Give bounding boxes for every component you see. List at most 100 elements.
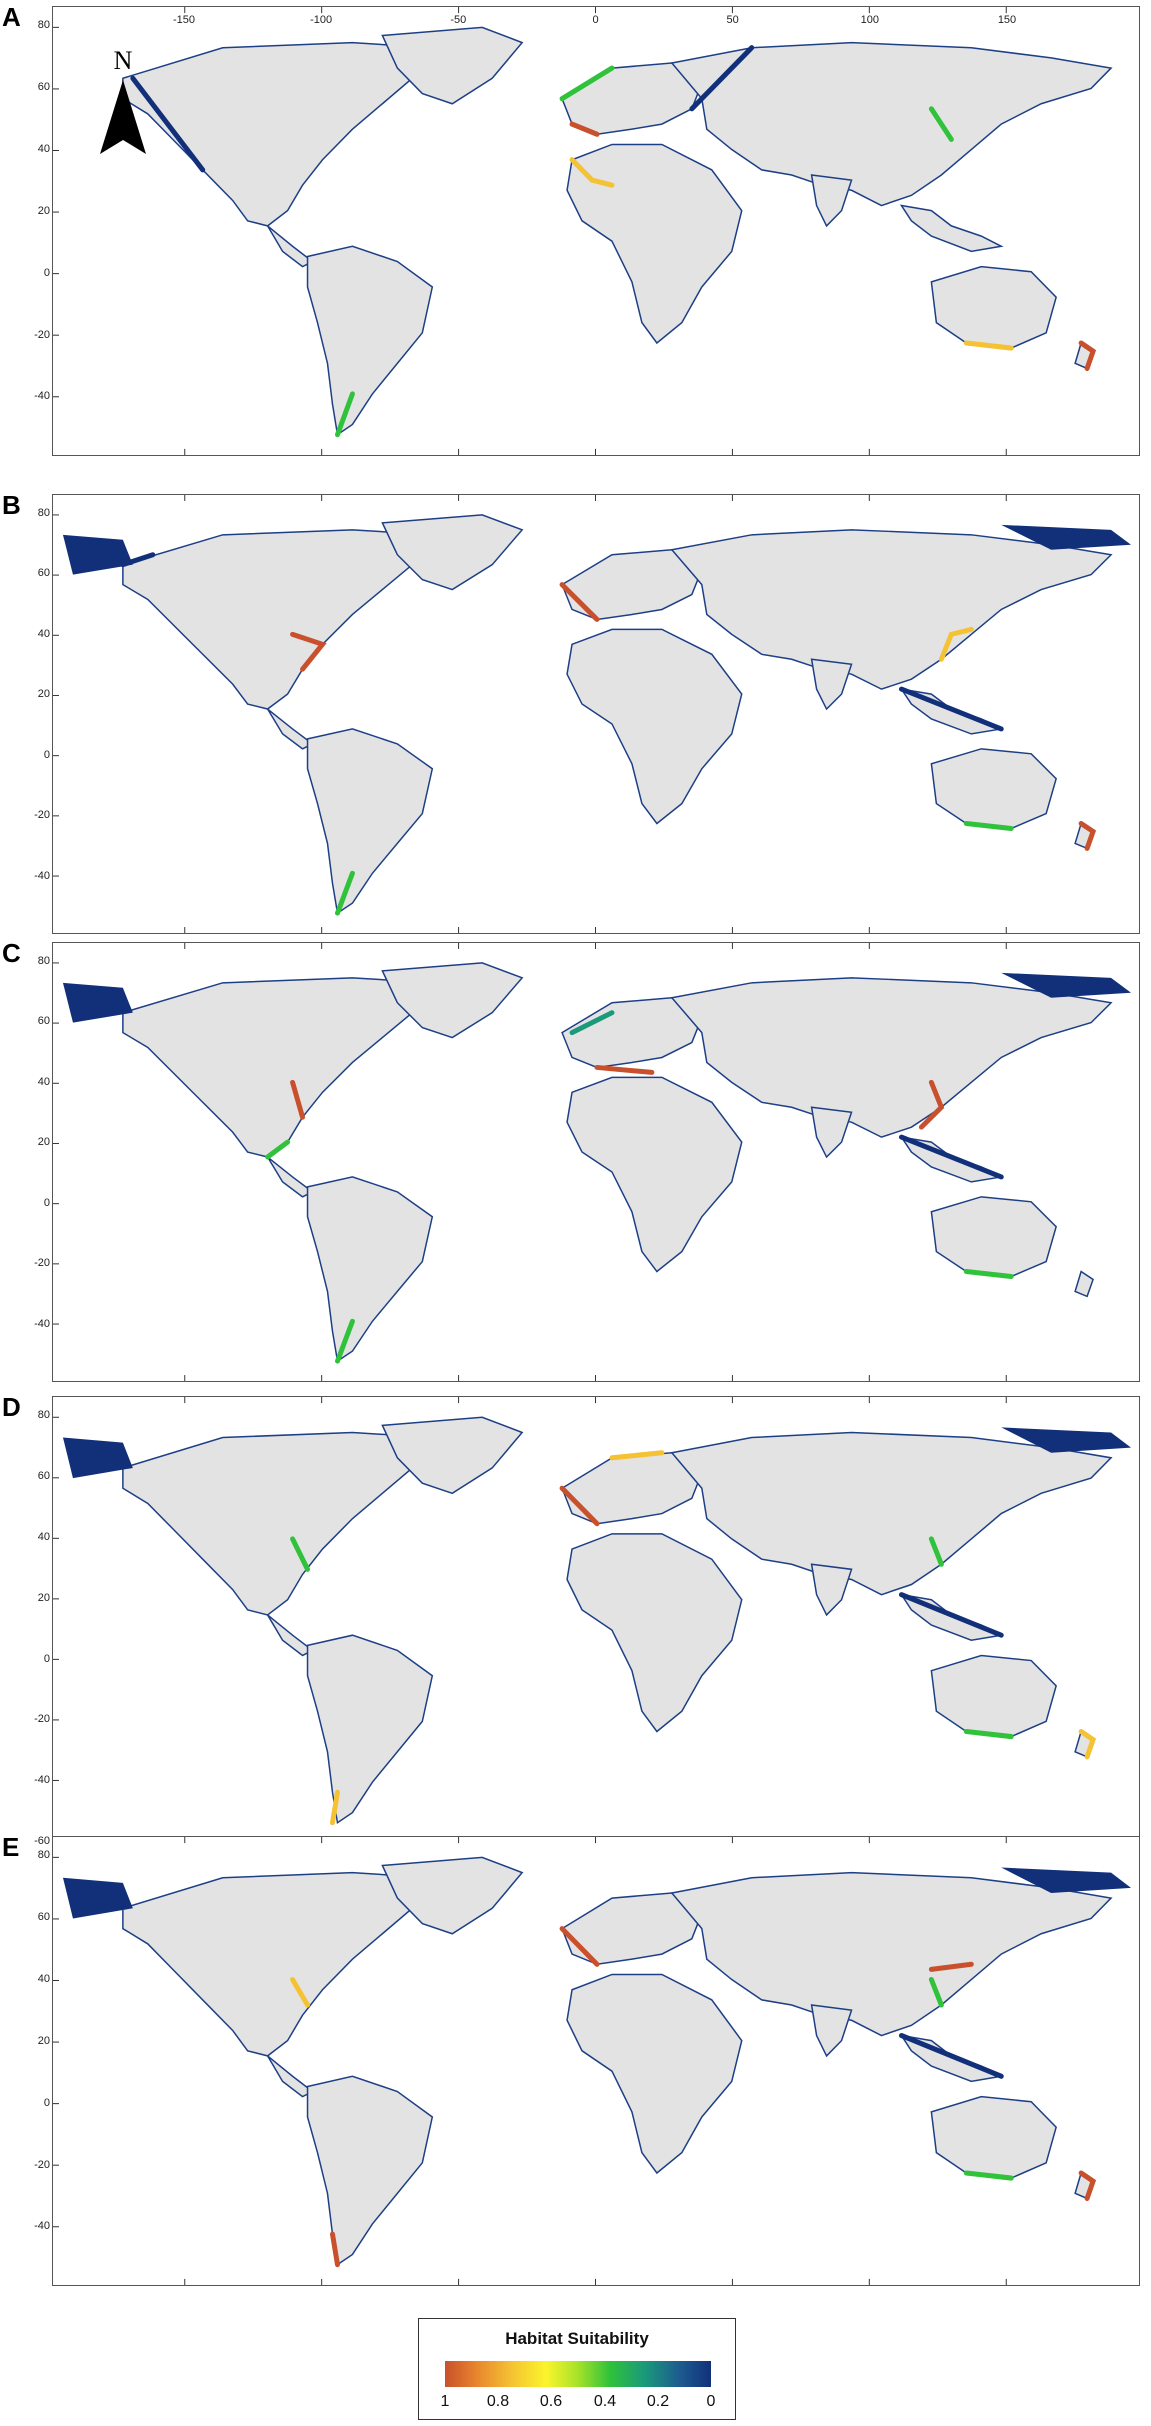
coastal-suitability [689, 45, 755, 112]
coastal-suitability [120, 552, 156, 568]
coastal-suitability [1078, 2170, 1097, 2201]
land-mass [381, 26, 524, 105]
lat-tick-label: 0 [43, 1652, 50, 1665]
lon-tick-label: 100 [860, 14, 879, 26]
coastal-suitability [1078, 821, 1097, 851]
coastal-suitability [898, 1592, 1004, 1638]
suitability-region [1001, 972, 1132, 998]
lat-tick-label: 80 [37, 19, 50, 32]
lon-tick-label: -50 [450, 14, 467, 26]
land-mass [810, 658, 853, 711]
legend-title: Habitat Suitability [505, 2329, 649, 2348]
land-mass [306, 1634, 434, 1825]
land-mass [266, 1156, 314, 1198]
land-mass [930, 265, 1057, 349]
coastal-suitability [265, 1139, 291, 1160]
land-mass [561, 996, 703, 1069]
lat-tick-label: -20 [34, 809, 50, 822]
land-mass [122, 1431, 434, 1616]
coastal-suitability [594, 1064, 655, 1075]
lat-tick-label: 80 [37, 1849, 50, 1862]
lat-tick-label: 60 [37, 567, 50, 580]
lat-tick-label: 0 [43, 2096, 50, 2109]
lat-tick-label: 0 [43, 1196, 50, 1209]
lat-tick-label: 20 [37, 1591, 50, 1604]
lat-tick-label: -60 [34, 1834, 50, 1847]
lon-tick-label: -150 [172, 14, 196, 26]
lat-tick-label: 60 [37, 1470, 50, 1483]
land-mass [810, 174, 853, 228]
coastal-suitability [290, 631, 327, 672]
land-mass [306, 2075, 434, 2266]
world-map [53, 7, 1113, 455]
coastal-suitability [928, 1977, 944, 2008]
suitability-region [1001, 1427, 1132, 1453]
legend-tick-label: 0.2 [646, 2393, 670, 2410]
land-mass [899, 204, 1004, 253]
lat-tick-label: 0 [43, 748, 50, 761]
legend-tick-label: 0.4 [593, 2393, 617, 2410]
land-mass [381, 1856, 524, 1935]
land-mass [930, 1654, 1057, 1738]
coastal-suitability [928, 1961, 974, 1972]
land-mass [810, 1106, 853, 1159]
legend: Habitat Suitability 1 0.8 0.6 0.4 0.2 0 [418, 2318, 736, 2420]
suitability-region [1001, 1867, 1132, 1893]
map-panel-e: E 80 60 40 20 0 -20 -40 [2, 1832, 1144, 2286]
land-mass [266, 2055, 314, 2098]
map-panel-b: B 80 60 40 20 0 -20 -40 [2, 490, 1144, 934]
coastal-suitability [559, 1485, 600, 1527]
lat-tick-label: 0 [43, 266, 50, 279]
suitability-region [62, 1877, 133, 1919]
land-mass [266, 225, 314, 268]
suitability-region [62, 982, 133, 1023]
panel-letter: A [2, 2, 21, 32]
coastal-suitability [963, 821, 1014, 831]
legend-color-bar [445, 2361, 711, 2387]
land-mass [306, 728, 434, 915]
lat-tick-label: -20 [34, 1713, 50, 1726]
lat-tick-label: -40 [34, 390, 50, 403]
land-mass [566, 1533, 743, 1733]
coastal-suitability [1078, 340, 1097, 371]
map-panel-d: D 80 60 40 20 0 -20 -40 -60 [2, 1392, 1144, 1847]
panel-letter: C [2, 938, 21, 968]
coastal-suitability [290, 1977, 311, 2008]
coastal-suitability [559, 582, 600, 622]
lat-tick-label: 20 [37, 1136, 50, 1149]
legend-tick-label: 0.6 [539, 2393, 563, 2410]
land-mass [561, 548, 703, 621]
coastal-suitability [963, 340, 1014, 351]
coastal-suitability [938, 626, 974, 662]
land-mass [566, 1076, 743, 1273]
north-arrow-icon [100, 80, 146, 154]
land-mass [381, 1416, 524, 1495]
lat-tick-label: 40 [37, 1075, 50, 1088]
lat-tick-label: -20 [34, 328, 50, 341]
coastal-suitability [1078, 1728, 1097, 1760]
coastal-suitability [898, 2033, 1004, 2079]
coastal-suitability [329, 1789, 340, 1826]
lon-tick-label: 0 [592, 14, 599, 26]
lat-tick-label: 40 [37, 143, 50, 156]
lon-tick-label: -100 [310, 14, 333, 26]
lat-tick-label: 20 [37, 2034, 50, 2047]
lat-tick-label: 60 [37, 81, 50, 94]
coastal-suitability [334, 870, 355, 916]
coastal-suitability [569, 157, 615, 188]
world-map [53, 1397, 1132, 1843]
map-frame [52, 942, 1140, 1382]
panel-letter: E [2, 1832, 20, 1862]
north-label: N [113, 46, 133, 75]
panel-letter: B [2, 490, 21, 520]
coastal-suitability [963, 2170, 1014, 2181]
lat-tick-label: 60 [37, 1015, 50, 1028]
land-mass [561, 1892, 703, 1966]
lon-tick-label: 50 [726, 14, 739, 26]
coastal-suitability [898, 686, 1004, 732]
land-mass [381, 962, 524, 1039]
land-mass [810, 2004, 853, 2058]
suitability-region [62, 534, 133, 575]
lat-tick-label: 80 [37, 507, 50, 519]
coastal-suitability [928, 1536, 944, 1567]
